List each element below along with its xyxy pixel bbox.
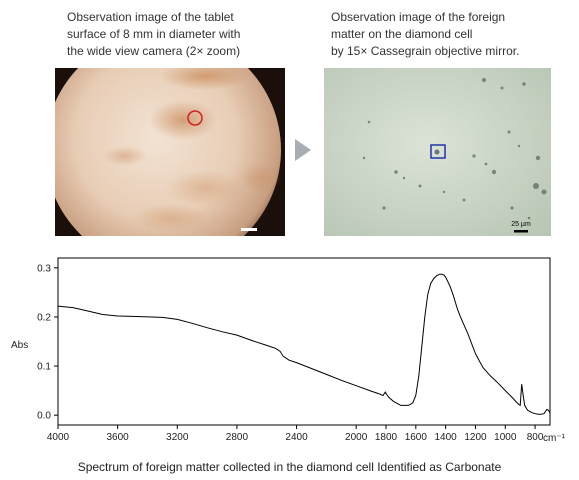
y-tick-label: 0.0 bbox=[37, 411, 51, 422]
foreign-matter-photo: 25 µm bbox=[324, 68, 551, 236]
y-axis: 0.0 0.1 0.2 0.3 bbox=[37, 263, 58, 422]
plot-frame bbox=[57, 257, 551, 426]
spectrum-caption: Spectrum of foreign matter collected in … bbox=[77, 460, 502, 474]
x-axis-unit-label: cm⁻¹ bbox=[543, 433, 566, 444]
target-marker-circle bbox=[187, 110, 203, 126]
y-axis-label: Abs bbox=[11, 340, 28, 351]
x-tick-label: 1600 bbox=[405, 432, 428, 443]
x-tick-label: 4000 bbox=[47, 432, 70, 443]
x-tick-label: 3600 bbox=[107, 432, 130, 443]
x-tick-label: 1400 bbox=[435, 432, 458, 443]
x-tick-label: 1800 bbox=[375, 432, 398, 443]
y-tick-label: 0.1 bbox=[37, 362, 51, 373]
x-tick-label: 800 bbox=[527, 432, 544, 443]
x-tick-label: 2800 bbox=[226, 432, 249, 443]
spectrum-series-line bbox=[57, 273, 551, 415]
ir-spectrum-chart: 0.0 0.1 0.2 0.3 4000 3600 3200 2800 2400 2000 180… bbox=[11, 257, 566, 444]
x-tick-label: 3200 bbox=[166, 432, 189, 443]
tablet-surface-photo bbox=[55, 68, 285, 236]
target-marker-square bbox=[430, 144, 446, 159]
y-tick-label: 0.2 bbox=[37, 312, 51, 323]
x-tick-label: 2400 bbox=[285, 432, 308, 443]
left-image-caption: Observation image of the tablet surface … bbox=[67, 10, 241, 58]
right-image-caption: Observation image of the foreign matter … bbox=[331, 10, 520, 58]
scale-bar bbox=[514, 230, 528, 233]
x-tick-label: 1200 bbox=[464, 432, 487, 443]
scale-bar bbox=[241, 228, 257, 231]
x-tick-label: 1000 bbox=[494, 432, 517, 443]
x-tick-label: 2000 bbox=[345, 432, 368, 443]
y-tick-label: 0.3 bbox=[37, 263, 51, 274]
right-arrow-icon bbox=[293, 137, 313, 168]
scale-bar-label: 25 µm bbox=[511, 221, 531, 228]
x-axis: 4000 3600 3200 2800 2400 2000 1800 1600 1400 1200… bbox=[47, 425, 544, 443]
